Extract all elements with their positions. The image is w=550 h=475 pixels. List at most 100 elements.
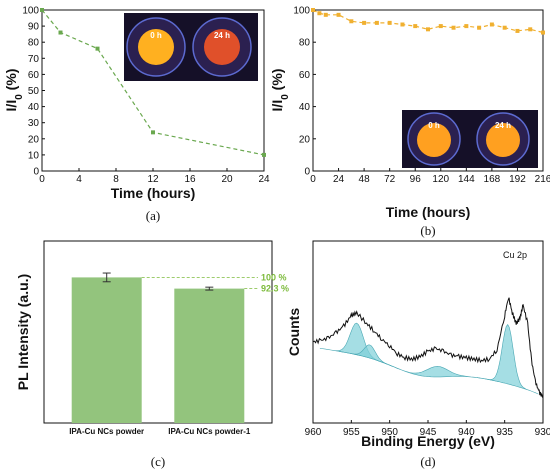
y-axis-label-d: Counts — [286, 308, 302, 356]
x-tick-label-b: 48 — [359, 174, 371, 185]
y-tick-label-a: 10 — [28, 150, 40, 161]
data-point-b — [541, 30, 545, 35]
spectrum-title-d: Cu 2p — [503, 250, 527, 260]
data-point-b — [489, 22, 494, 27]
data-point-a — [151, 130, 155, 135]
series-line-b — [312, 9, 544, 34]
y-tick-label-b: 60 — [299, 70, 311, 81]
photo-sample-24h-b — [486, 123, 520, 157]
data-point-b — [311, 8, 315, 12]
x-tick-label-b: 168 — [484, 174, 501, 185]
x-axis-label-a: Time (hours) — [111, 185, 196, 201]
x-tick-label-a: 20 — [221, 174, 233, 185]
x-axis-label-b: Time (hours) — [386, 204, 471, 220]
caption-d: (d) — [420, 454, 435, 469]
data-point-b — [502, 25, 507, 30]
inset-photo-a: 0 h 24 h — [124, 13, 258, 81]
y-tick-label-a: 50 — [28, 86, 40, 97]
x-axis-label-d: Binding Energy (eV) — [361, 433, 495, 449]
x-tick-label-a: 0 — [39, 174, 45, 185]
spectrum-line — [312, 297, 544, 398]
x-tick-label-d: 960 — [305, 427, 322, 438]
x-tick-label-b: 24 — [333, 174, 345, 185]
x-tick-label-d: 955 — [343, 427, 360, 438]
x-tick-label-b: 0 — [310, 174, 316, 185]
data-point-b — [464, 24, 469, 29]
panel-b: 0 24 48 72 96 120 144 168 192 216 0 20 40 60 80 100 0 h… — [269, 6, 550, 239]
photo-label-24h-a: 24 h — [214, 31, 230, 40]
photo-label-0h-a: 0 h — [150, 31, 162, 40]
x-tick-label-a: 24 — [258, 174, 270, 185]
data-point-b — [426, 27, 430, 32]
x-tick-label-a: 8 — [113, 174, 119, 185]
y-tick-label-a: 80 — [28, 38, 40, 49]
fit-peak — [477, 323, 539, 395]
plot-frame-b — [312, 9, 544, 172]
caption-c: (c) — [151, 454, 165, 469]
category-label: IPA-Cu NCs powder — [69, 427, 144, 436]
y-axis-label-c: PL Intensity (a.u.) — [15, 274, 31, 390]
data-point-b — [323, 12, 328, 17]
data-point-a — [95, 46, 100, 51]
category-label: IPA-Cu NCs powder-1 — [168, 427, 251, 436]
data-point-b — [349, 19, 354, 24]
y-tick-label-b: 0 — [304, 167, 310, 178]
x-tick-label-b: 96 — [410, 174, 422, 185]
y-tick-label-a: 60 — [28, 70, 40, 81]
x-tick-label-b: 72 — [384, 174, 396, 185]
panel-a: 0 4 8 12 16 20 24 0 10 20 30 40 50 60 70 80 90 100 0 h 24… — [3, 6, 270, 224]
data-point-b — [374, 20, 379, 25]
data-point-b — [413, 24, 418, 29]
data-point-b — [477, 25, 482, 30]
data-point-b — [336, 12, 341, 17]
x-tick-label-d: 935 — [496, 427, 513, 438]
value-label: 100 % — [261, 272, 287, 282]
y-axis-label-b: I/I0 (%) — [269, 69, 291, 112]
x-tick-label-b: 120 — [432, 174, 449, 185]
bar — [174, 288, 245, 423]
x-tick-label-a: 12 — [147, 174, 159, 185]
plot-frame-c — [43, 240, 273, 424]
y-tick-label-a: 90 — [28, 22, 40, 33]
data-point-a — [40, 8, 44, 12]
y-tick-label-a: 70 — [28, 54, 40, 65]
y-tick-label-a: 100 — [22, 6, 39, 17]
caption-a: (a) — [146, 208, 160, 223]
inset-photo-b: 0 h 24 h — [402, 110, 538, 168]
fit-peak — [319, 322, 394, 367]
x-tick-label-d: 950 — [381, 427, 398, 438]
y-tick-label-b: 40 — [299, 102, 311, 113]
y-tick-label-a: 40 — [28, 102, 40, 113]
fit-peak — [375, 359, 499, 382]
y-tick-label-b: 80 — [299, 38, 311, 49]
photo-sample-24h-a — [204, 29, 240, 65]
photo-label-0h-b: 0 h — [428, 121, 440, 130]
data-point-b — [317, 11, 322, 16]
y-tick-label-a: 20 — [28, 134, 40, 145]
data-point-b — [400, 22, 405, 27]
caption-b: (b) — [420, 223, 435, 238]
data-point-b — [362, 20, 367, 25]
value-label: 92.3 % — [261, 284, 289, 294]
x-tick-label-b: 192 — [509, 174, 526, 185]
x-tick-label-d: 945 — [420, 427, 437, 438]
panel-c: 100 % IPA-Cu NCs powder 92.3 % IPA-Cu NCs p… — [15, 240, 289, 469]
y-tick-label-a: 0 — [33, 167, 39, 178]
data-point-b — [387, 20, 392, 25]
bar — [71, 277, 142, 423]
data-point-b — [451, 25, 456, 30]
x-tick-label-d: 940 — [458, 427, 475, 438]
x-tick-label-d: 930 — [535, 427, 550, 438]
photo-label-24h-b: 24 h — [495, 121, 511, 130]
photo-sample-0h-a — [138, 29, 174, 65]
y-axis-label-a: I/I0 (%) — [3, 69, 25, 112]
x-tick-label-b: 144 — [458, 174, 475, 185]
panel-d: 960 955 950 945 940 935 930 Cu 2p Binding Ener… — [286, 241, 550, 469]
data-point-a — [262, 152, 266, 157]
data-point-b — [438, 24, 443, 29]
data-point-b — [528, 27, 533, 32]
data-point-b — [515, 28, 520, 33]
x-tick-label-b: 216 — [535, 174, 550, 185]
data-point-a — [58, 30, 63, 35]
